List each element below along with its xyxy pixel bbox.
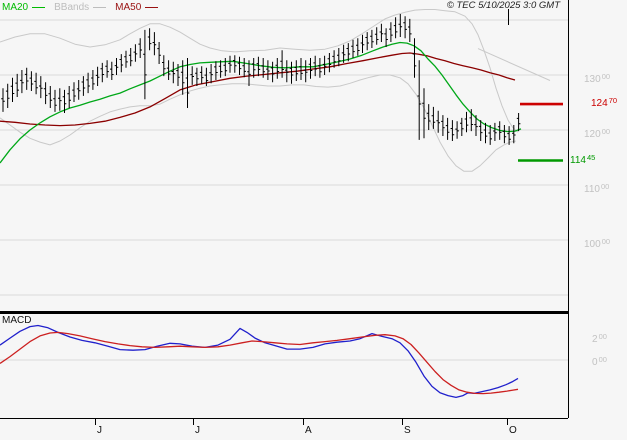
- trendline: [477, 48, 551, 81]
- legend-item-ma20: MA20: [2, 1, 46, 13]
- ohlc-bars: [1, 14, 521, 145]
- resistance-level-label-dec: 70: [608, 96, 618, 106]
- macd-tick-0-dec: 00: [598, 355, 607, 364]
- support-level-label-dec: 45: [586, 152, 596, 162]
- price-tick-120-int: 120: [584, 129, 601, 140]
- price-tick-120: 12000: [584, 127, 611, 140]
- legend-label: MA50: [115, 1, 142, 13]
- copyright-text: © TEC 5/10/2025 3:0 GMT: [446, 0, 560, 11]
- legend-label: BBands: [54, 1, 90, 13]
- month-label-1: J: [195, 425, 200, 436]
- macd-line: [0, 324, 519, 399]
- month-label-3: S: [404, 425, 411, 436]
- macd-pane-label: MACD: [2, 315, 32, 326]
- macd-tick-0-int: 0: [592, 357, 598, 368]
- resistance-level-label-int: 124: [591, 98, 608, 110]
- legend-item-ma50: MA50: [115, 1, 159, 13]
- legend-label: MA20: [2, 1, 29, 13]
- support-level-label-int: 114: [570, 154, 586, 166]
- price-tick-130-int: 130: [584, 74, 601, 85]
- price-tick-100: 10000: [584, 237, 611, 250]
- support-level-label: 11445: [570, 152, 596, 166]
- price-tick-120-dec: 00: [601, 127, 611, 136]
- legend-item-bbands: BBands: [54, 1, 107, 13]
- legend-line-sample-icon: [145, 6, 159, 8]
- macd-tick-2-dec: 00: [598, 332, 607, 341]
- macd-tick-2: 200: [592, 332, 607, 345]
- signal-line: [0, 331, 519, 395]
- ma20-line: [0, 41, 522, 164]
- price-tick-110-int: 110: [584, 184, 600, 195]
- bollinger-upper-band: [0, 9, 519, 133]
- price-tick-110-dec: 00: [600, 182, 610, 191]
- price-tick-100-int: 100: [584, 239, 601, 250]
- price-tick-130: 13000: [584, 72, 611, 85]
- resistance-level-label: 12470: [591, 96, 618, 110]
- legend-line-sample-icon: [32, 6, 46, 8]
- month-label-2: A: [305, 425, 312, 436]
- price-tick-100-dec: 00: [601, 237, 611, 246]
- price-tick-110: 11000: [584, 182, 610, 195]
- month-label-4: O: [509, 425, 517, 436]
- indicator-legend: MA20 BBands MA50: [2, 1, 167, 13]
- month-label-0: J: [97, 425, 102, 436]
- macd-tick-2-int: 2: [592, 334, 598, 345]
- legend-line-sample-icon: [93, 6, 107, 8]
- macd-tick-0: 000: [592, 355, 607, 368]
- price-tick-130-dec: 00: [601, 72, 611, 81]
- bollinger-lower-band: [0, 74, 517, 172]
